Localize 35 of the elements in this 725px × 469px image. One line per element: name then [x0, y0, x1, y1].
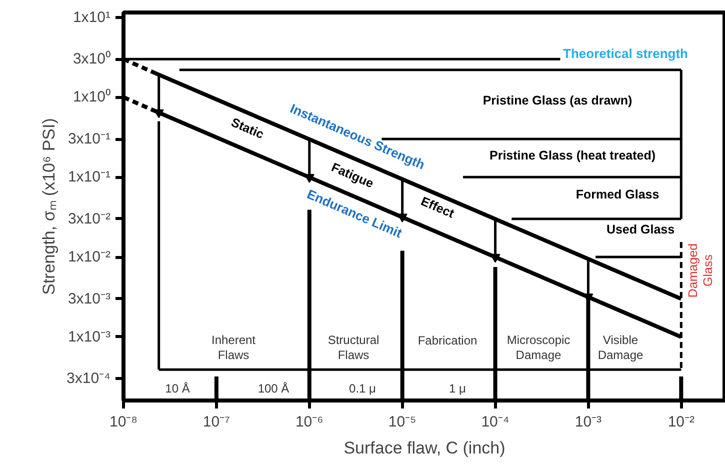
annotation: Fabrication: [418, 334, 478, 348]
annotation: 100 Å: [258, 382, 290, 396]
annotation: Structural Flaws: [328, 333, 380, 362]
x-tick-label: 10⁻²: [668, 414, 695, 430]
x-axis-title: Surface flaw, C (inch): [344, 438, 506, 458]
annotation: Damaged Glass: [686, 243, 715, 298]
annotation: Theoretical strength: [563, 46, 688, 61]
y-tick-label: 3x10⁻¹: [68, 130, 111, 148]
y-tick-label: 1x10⁰: [72, 88, 111, 106]
x-tick-label: 10⁻⁶: [295, 414, 324, 430]
y-tick-label: 1x10⁻¹: [68, 168, 111, 186]
x-tick-label: 10⁻⁷: [202, 414, 230, 430]
x-tick-label: 10⁻⁴: [481, 414, 510, 430]
annotation: Static: [229, 115, 266, 142]
annotation: Used Glass: [606, 222, 675, 236]
annotation: Microscopic Damage: [506, 333, 570, 362]
y-tick-label: 1x10⁻²: [68, 248, 111, 266]
y-tick-label: 1x10¹: [72, 8, 111, 26]
annotation: Pristine Glass (as drawn): [482, 94, 632, 108]
annotation: Formed Glass: [576, 188, 660, 202]
x-tick-label: 10⁻⁸: [109, 414, 138, 430]
y-tick-label: 3x10⁻³: [68, 290, 111, 308]
annotation: Visible Damage: [598, 333, 644, 362]
annotation: 0.1 μ: [349, 382, 376, 396]
y-tick-label: 1x10⁻³: [68, 328, 111, 346]
x-tick-label: 10⁻³: [574, 414, 602, 430]
y-axis-title: Strength, σₘ (x10⁶ PSI): [40, 118, 59, 295]
y-tick-label: 3x10⁻²: [68, 210, 111, 228]
y-tick-label: 3x10⁰: [72, 50, 111, 68]
y-tick-label: 3x10⁻⁴: [66, 370, 111, 388]
x-tick-label: 10⁻⁵: [388, 414, 416, 430]
annotation: 10 Å: [165, 382, 190, 396]
annotation: 1 μ: [449, 382, 466, 396]
annotation: Inherent Flaws: [211, 333, 256, 362]
annotation: Pristine Glass (heat treated): [489, 148, 656, 162]
